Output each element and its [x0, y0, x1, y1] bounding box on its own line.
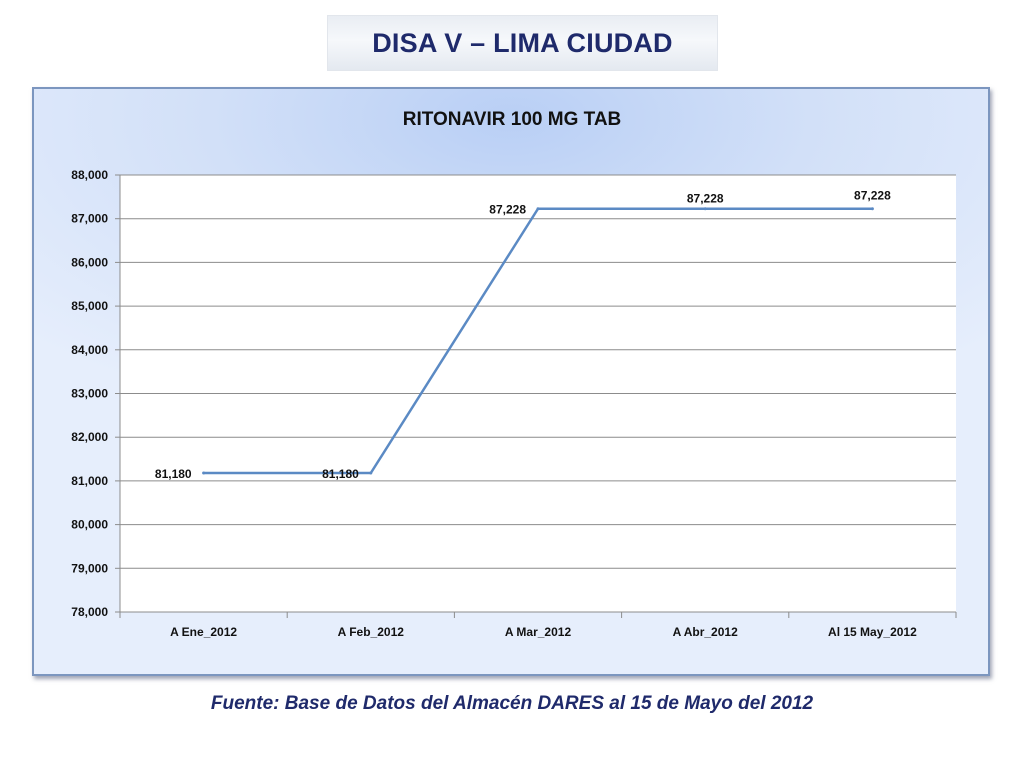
x-tick-label: A Abr_2012 — [673, 625, 738, 639]
data-label: 87,228 — [854, 189, 891, 203]
source-note: Fuente: Base de Datos del Almacén DARES … — [210, 693, 814, 714]
y-tick-label: 87,000 — [71, 212, 108, 226]
chart-title: RITONAVIR 100 MG TAB — [403, 109, 622, 130]
data-point — [870, 207, 874, 211]
slide-title: DISA V – LIMA CIUDAD — [372, 27, 673, 58]
y-tick-label: 86,000 — [71, 255, 108, 269]
y-tick-label: 80,000 — [71, 518, 108, 532]
y-tick-label: 78,000 — [71, 605, 108, 619]
chart-frame: 78,000 79,000 80,000 81,000 82,000 83,000 84,0… — [32, 87, 990, 676]
y-tick-label: 85,000 — [71, 299, 108, 313]
y-tick-label: 81,000 — [71, 474, 108, 488]
y-tick-label: 88,000 — [71, 168, 108, 182]
y-tick-label: 82,000 — [71, 430, 108, 444]
data-label: 81,180 — [322, 467, 359, 481]
x-tick-label: A Ene_2012 — [170, 625, 237, 639]
line-chart: 78,000 79,000 80,000 81,000 82,000 83,000 84,0… — [71, 109, 957, 639]
y-tick-label: 79,000 — [71, 561, 108, 575]
y-tick-label: 83,000 — [71, 387, 108, 401]
y-tick-label: 84,000 — [71, 343, 108, 357]
data-point — [369, 471, 373, 475]
data-label: 81,180 — [155, 467, 192, 481]
data-label: 87,228 — [489, 203, 526, 217]
slide-title-box: DISA V – LIMA CIUDAD — [327, 15, 718, 71]
data-point — [536, 207, 540, 211]
data-label: 87,228 — [687, 192, 724, 206]
data-point — [703, 207, 707, 211]
x-tick-label: Al 15 May_2012 — [828, 625, 917, 639]
data-point — [202, 471, 206, 475]
x-tick-label: A Mar_2012 — [505, 625, 572, 639]
x-tick-label: A Feb_2012 — [338, 625, 405, 639]
